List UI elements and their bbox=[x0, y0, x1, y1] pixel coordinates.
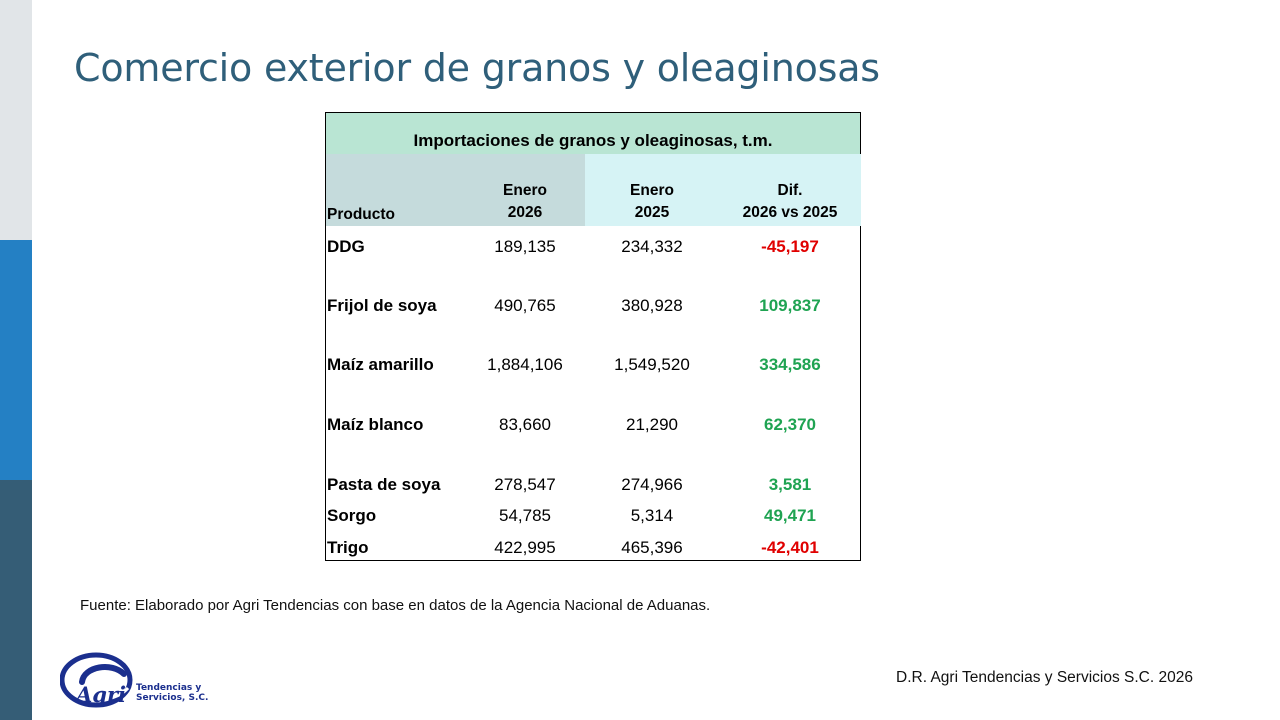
sidebar-band-top bbox=[0, 0, 32, 240]
logo-subtitle-line1: Tendencias y bbox=[136, 683, 202, 693]
cell-dif: 109,837 bbox=[759, 296, 821, 315]
logo-swoosh-inner bbox=[79, 664, 127, 685]
cell-enero-2026: 83,660 bbox=[499, 415, 551, 434]
logo-subtitle-line2: Servicios, S.C. bbox=[136, 693, 209, 703]
logo-wordmark: Agri bbox=[76, 682, 127, 707]
cell-producto: Frijol de soya bbox=[327, 296, 437, 315]
header-dif-line2: 2026 vs 2025 bbox=[742, 204, 838, 221]
imports-table: Importaciones de granos y oleaginosas, t… bbox=[325, 112, 861, 561]
cell-enero-2025: 1,549,520 bbox=[614, 355, 690, 374]
cell-enero-2026: 490,765 bbox=[494, 296, 556, 315]
table-row: Pasta de soya 278,547 274,966 3,581 bbox=[326, 475, 860, 497]
header-enero-2025-line2: 2025 bbox=[634, 204, 670, 221]
agri-logo-icon bbox=[60, 652, 133, 708]
logo-swoosh-tail bbox=[66, 686, 130, 702]
header-enero-2025: Enero 2025 bbox=[585, 154, 719, 226]
page-title: Comercio exterior de granos y oleaginosa… bbox=[74, 46, 880, 90]
cell-producto: Sorgo bbox=[327, 506, 377, 525]
table-row: Trigo 422,995 465,396 -42,401 bbox=[326, 538, 860, 560]
header-enero-2026-line1: Enero bbox=[503, 182, 547, 199]
header-producto: Producto bbox=[326, 154, 465, 226]
header-enero-2026: Enero 2026 bbox=[465, 154, 585, 226]
cell-dif: 62,370 bbox=[764, 415, 816, 434]
header-dif: Dif. 2026 vs 2025 bbox=[719, 154, 861, 226]
cell-enero-2026: 54,785 bbox=[499, 506, 551, 525]
copyright-notice: D.R. Agri Tendencias y Servicios S.C. 20… bbox=[896, 669, 1193, 686]
cell-dif: 3,581 bbox=[768, 475, 812, 494]
table-title: Importaciones de granos y oleaginosas, t… bbox=[326, 113, 860, 154]
cell-enero-2025: 21,290 bbox=[626, 415, 678, 434]
sidebar-band-bottom bbox=[0, 480, 32, 720]
source-footnote: Fuente: Elaborado por Agri Tendencias co… bbox=[80, 597, 711, 614]
cell-enero-2025: 5,314 bbox=[630, 506, 674, 525]
table-row: DDG 189,135 234,332 -45,197 bbox=[326, 237, 860, 259]
cell-producto: Pasta de soya bbox=[327, 475, 441, 494]
cell-dif: -42,401 bbox=[761, 538, 819, 557]
header-producto-label: Producto bbox=[327, 206, 396, 223]
cell-enero-2025: 465,396 bbox=[621, 538, 683, 557]
header-enero-2025-line1: Enero bbox=[630, 182, 674, 199]
cell-dif: 49,471 bbox=[764, 506, 816, 525]
cell-enero-2026: 189,135 bbox=[494, 237, 556, 256]
sidebar-band-middle bbox=[0, 240, 32, 480]
cell-dif: 334,586 bbox=[759, 355, 821, 374]
table-row: Frijol de soya 490,765 380,928 109,837 bbox=[326, 296, 860, 318]
logo-swoosh-outer bbox=[60, 652, 133, 708]
logo-subtitle: Tendencias y Servicios, S.C. bbox=[136, 683, 208, 703]
cell-producto: Trigo bbox=[327, 538, 369, 557]
table-row: Sorgo 54,785 5,314 49,471 bbox=[326, 506, 860, 528]
cell-producto: Maíz amarillo bbox=[327, 355, 434, 374]
cell-enero-2025: 380,928 bbox=[621, 296, 683, 315]
cell-dif: -45,197 bbox=[761, 237, 819, 256]
header-enero-2026-line2: 2026 bbox=[507, 204, 543, 221]
cell-producto: DDG bbox=[327, 237, 365, 256]
cell-enero-2026: 422,995 bbox=[494, 538, 556, 557]
table-row: Maíz amarillo 1,884,106 1,549,520 334,58… bbox=[326, 355, 860, 377]
table-row: Maíz blanco 83,660 21,290 62,370 bbox=[326, 415, 860, 437]
header-dif-line1: Dif. bbox=[777, 182, 803, 199]
cell-enero-2026: 278,547 bbox=[494, 475, 556, 494]
cell-enero-2025: 274,966 bbox=[621, 475, 683, 494]
cell-enero-2025: 234,332 bbox=[621, 237, 683, 256]
cell-producto: Maíz blanco bbox=[327, 415, 424, 434]
cell-enero-2026: 1,884,106 bbox=[487, 355, 563, 374]
